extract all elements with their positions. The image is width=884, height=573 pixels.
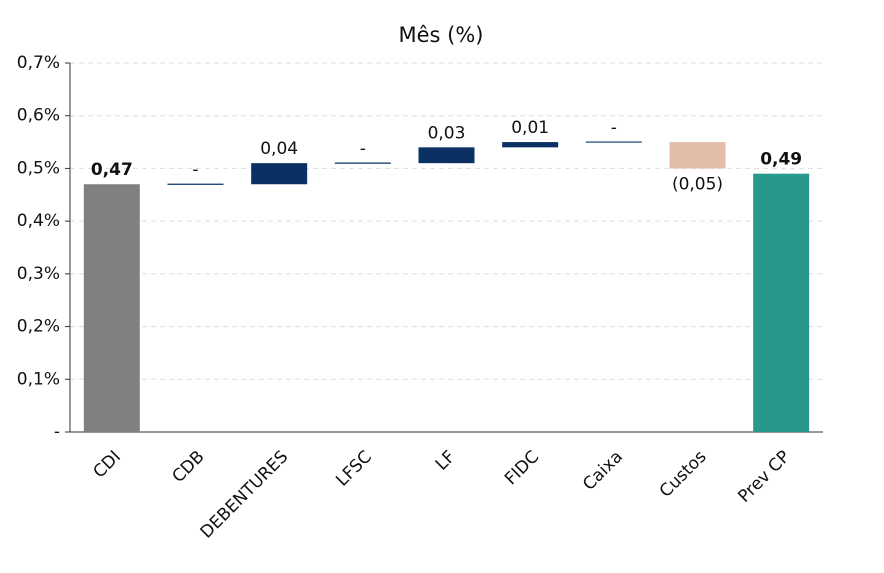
y-tick-label: 0,5% (17, 158, 60, 178)
value-label: 0,04 (260, 139, 298, 159)
value-label: - (360, 139, 366, 159)
x-tick-label: LF (432, 447, 460, 475)
x-tick-label: Prev CP (734, 447, 794, 507)
bar (418, 147, 475, 164)
y-tick-label: 0,4% (17, 211, 60, 231)
y-tick-label: 0,3% (17, 264, 60, 284)
value-label: - (611, 118, 617, 138)
bar (669, 142, 726, 169)
x-tick-label: LFSC (332, 447, 376, 491)
y-tick-label: 0,6% (17, 106, 60, 126)
bar (753, 173, 810, 432)
y-tick-label: 0,1% (17, 369, 60, 389)
y-tick-label: - (54, 422, 60, 442)
x-tick-label: Custos (656, 447, 711, 502)
y-tick-label: 0,2% (17, 317, 60, 337)
bar (83, 184, 140, 432)
value-label: (0,05) (672, 174, 723, 194)
x-tick-label: Caixa (579, 447, 627, 495)
value-label: 0,49 (760, 150, 802, 170)
x-tick-label: CDB (169, 447, 209, 487)
y-tick-label: 0,7% (17, 53, 60, 73)
bar (502, 142, 559, 148)
value-label: 0,01 (511, 118, 549, 138)
x-tick-label: CDI (90, 447, 125, 482)
value-label: - (192, 160, 198, 180)
value-label: 0,47 (91, 160, 133, 180)
chart-title: Mês (%) (399, 23, 484, 47)
x-tick-label: DEBENTURES (197, 447, 293, 543)
value-label: 0,03 (428, 123, 466, 143)
x-tick-label: FIDC (501, 447, 543, 489)
bar (251, 163, 308, 185)
